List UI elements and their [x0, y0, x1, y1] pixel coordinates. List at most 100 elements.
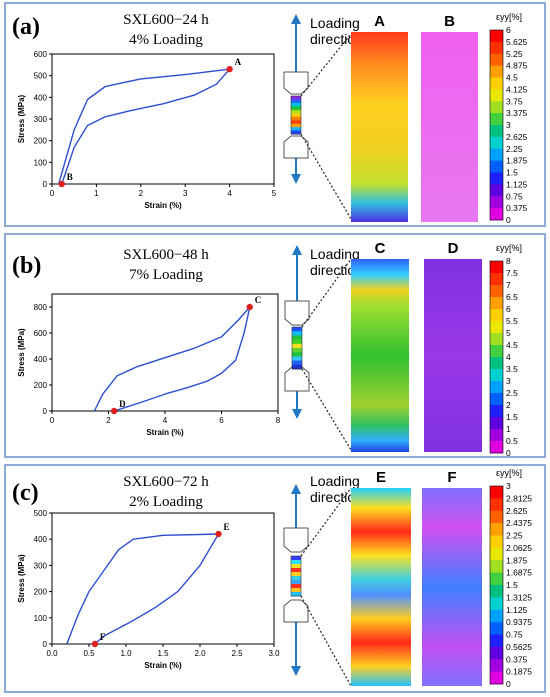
- colorbar-tick-label: 1.3125: [506, 592, 532, 602]
- stress-strain-chart: 0.0 0.5 1.0 1.5 2.0 2.5 3.0 0 100 200 300 400 500 Str…: [17, 509, 280, 670]
- zoom-line-top: [300, 33, 352, 97]
- colorbar-segment: [490, 208, 503, 221]
- colorbar-segment: [490, 486, 503, 499]
- colorbar-tick-label: 6.5: [506, 292, 518, 302]
- colorbar-tick-label: 3.75: [506, 96, 523, 106]
- specimen-diagram: [283, 484, 352, 687]
- panel-a: (a) SXL600−24 h 4% Loading 0 1 2 3 4 5 0 100 200…: [4, 2, 546, 227]
- colorbar-segment: [490, 77, 503, 90]
- colorbar-tick-label: 0.1875: [506, 667, 532, 677]
- specimen-diagram: [284, 245, 352, 451]
- colorbar-tick-label: 4.875: [506, 61, 528, 71]
- panel-c-figure: (c) SXL600−72 h 2% Loading 0.0 0.5 1.0 1.5 2…: [12, 468, 532, 689]
- colorbar-segment: [490, 30, 503, 43]
- specimen-grip-bottom: [283, 599, 309, 623]
- colorbar-title: εyy[%]: [496, 468, 522, 478]
- specimen-grip-top: [284, 300, 310, 326]
- colorbar-tick-label: 1.125: [506, 605, 528, 615]
- arrow-down-head: [291, 174, 301, 184]
- x-tick-label: 1.0: [120, 649, 132, 658]
- x-tick-label: 4: [227, 189, 232, 198]
- colorbar-tick-label: 3: [506, 376, 511, 386]
- colorbar-segment: [490, 560, 503, 574]
- strain-map-c: [351, 259, 409, 452]
- x-tick-label: 1: [94, 189, 99, 198]
- y-tick-label: 800: [34, 303, 48, 312]
- x-tick-label: 6: [219, 416, 224, 425]
- colorbar-segment: [490, 65, 503, 78]
- gauge-section-stripe: [291, 123, 301, 128]
- colorbar-segment: [490, 273, 503, 286]
- y-tick-label: 0: [43, 640, 48, 649]
- gauge-section-stripe: [291, 99, 301, 104]
- map-label: B: [444, 13, 455, 30]
- x-tick-label: 5: [272, 189, 277, 198]
- arrow-up-head: [291, 484, 301, 494]
- x-tick-label: 0: [50, 189, 55, 198]
- point-label-b: B: [67, 172, 73, 182]
- y-tick-label: 200: [34, 137, 48, 146]
- colorbar-tick-label: 5.25: [506, 49, 523, 59]
- colorbar-tick-label: 3.375: [506, 108, 528, 118]
- colorbar-title: εyy[%]: [496, 243, 522, 253]
- colorbar-frame: [489, 260, 504, 454]
- gauge-section-stripe: [292, 352, 302, 357]
- strain-map-b: [421, 32, 478, 222]
- colorbar-segment: [490, 523, 503, 536]
- colorbar-tick-label: 4.5: [506, 73, 518, 83]
- colorbar-tick-label: 1.5: [506, 412, 518, 422]
- gauge-section-stripe: [291, 127, 301, 132]
- x-tick-label: 2: [106, 416, 111, 425]
- y-axis-label: Stress (MPa): [17, 554, 26, 603]
- gauge-section-stripe: [291, 572, 301, 577]
- specimen-diagram: [283, 14, 352, 220]
- map-label: D: [448, 240, 459, 257]
- y-tick-label: 200: [34, 381, 48, 390]
- panel-label: (c): [12, 480, 39, 506]
- unloading-curve: [61, 68, 231, 185]
- gauge-section-stripe: [291, 592, 301, 597]
- colorbar-tick-label: 2.25: [506, 531, 523, 541]
- map-label: C: [375, 240, 386, 257]
- colorbar-segment: [490, 622, 503, 635]
- gauge-section-stripe: [292, 348, 302, 353]
- gauge-section-stripe: [291, 116, 301, 121]
- colorbar-segment: [490, 333, 503, 346]
- strain-map-d: [424, 259, 482, 452]
- gauge-section-stripe: [292, 343, 302, 349]
- colorbar-tick-label: 2.0625: [506, 543, 532, 553]
- gauge-section-stripe: [291, 556, 301, 561]
- colorbar-tick-label: 0.75: [506, 630, 523, 640]
- gauge-section-stripe: [291, 588, 301, 593]
- point-label-d: D: [119, 399, 126, 409]
- gauge-section-stripe: [292, 335, 302, 341]
- point-marker-b: [58, 180, 65, 188]
- colorbar-tick-label: 1.875: [506, 156, 528, 166]
- colorbar-segment: [490, 634, 503, 648]
- x-tick-label: 0.0: [46, 649, 58, 658]
- gauge-section-stripe: [292, 360, 302, 366]
- colorbar-frame: [489, 29, 504, 221]
- loading-curve: [58, 68, 230, 185]
- colorbar: εyy[%] 8 7.5 7 6.5 6 5.5 5 4.5 4 3.5 3 2.5 2 1.5 1 0.5 0: [489, 243, 522, 458]
- colorbar-segment: [490, 597, 503, 611]
- colorbar-segment: [490, 381, 503, 394]
- gauge-section-stripe: [291, 96, 301, 100]
- sample-name: SXL600−24 h: [123, 12, 209, 28]
- strain-map-a: [351, 32, 408, 222]
- stress-strain-chart: 0 2 4 6 8 0 200 400 600 800 Strain (%) Stress (MPa)…: [17, 293, 281, 437]
- colorbar-tick-label: 4: [506, 352, 511, 362]
- panel-b-figure: (b) SXL600−48 h 7% Loading 0 2 4 6 8 0 200 400 6…: [12, 240, 522, 458]
- y-axis-label: Stress (MPa): [17, 328, 26, 377]
- y-tick-label: 600: [34, 329, 48, 338]
- gauge-section-stripe: [291, 564, 301, 569]
- sample-name: SXL600−48 h: [123, 247, 209, 263]
- panel-label: (b): [12, 253, 41, 279]
- unloading-curve: [94, 533, 220, 645]
- y-tick-label: 0: [43, 180, 48, 189]
- y-tick-label: 0: [43, 407, 48, 416]
- panel-label: (a): [12, 14, 40, 40]
- colorbar-segment: [490, 671, 503, 685]
